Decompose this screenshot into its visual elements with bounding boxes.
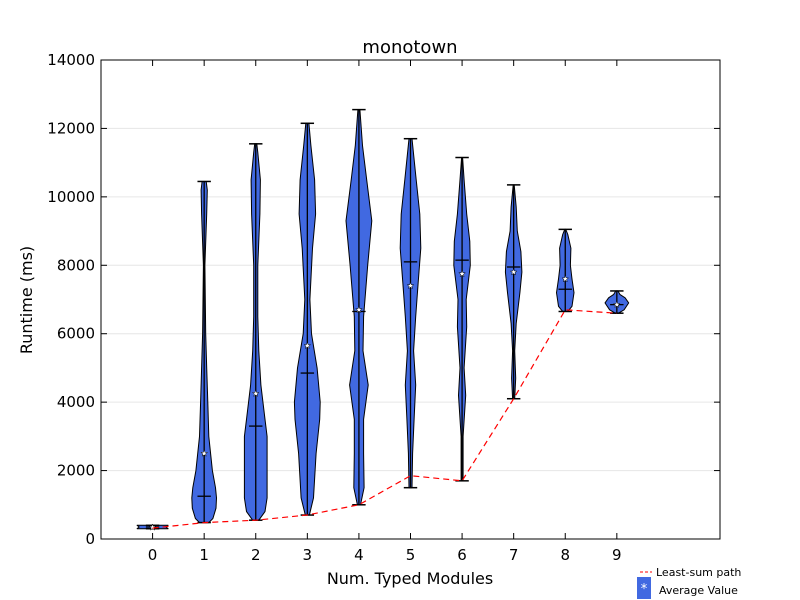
mean-star-marker bbox=[612, 300, 621, 308]
mean-star-marker bbox=[561, 274, 570, 283]
x-tick-label: 4 bbox=[354, 546, 364, 564]
x-tick-label: 9 bbox=[612, 546, 622, 564]
x-tick-label: 8 bbox=[560, 546, 570, 564]
violin-4 bbox=[345, 108, 373, 506]
y-tick-label: 4000 bbox=[57, 393, 95, 411]
legend-star-icon: * bbox=[641, 582, 648, 597]
x-tick-label: 7 bbox=[509, 546, 519, 564]
violins bbox=[136, 108, 630, 531]
violin-7 bbox=[504, 184, 523, 400]
x-axis-label: Num. Typed Modules bbox=[327, 569, 493, 588]
x-tick-label: 3 bbox=[303, 546, 313, 564]
mean-star-marker bbox=[200, 449, 209, 457]
violin-8 bbox=[556, 228, 575, 313]
chart-title: monotown bbox=[362, 37, 457, 58]
violin-3 bbox=[293, 122, 321, 516]
y-axis-label: Runtime (ms) bbox=[17, 246, 36, 354]
violin-1 bbox=[191, 180, 217, 524]
y-tick-label: 6000 bbox=[57, 325, 95, 343]
violin-2 bbox=[243, 143, 268, 521]
x-tick-label: 2 bbox=[251, 546, 261, 564]
y-tick-label: 8000 bbox=[57, 256, 95, 274]
mean-star-marker bbox=[251, 389, 260, 397]
y-tick-label: 0 bbox=[85, 530, 95, 548]
legend-label-least-sum-path: Least-sum path bbox=[656, 566, 741, 579]
mean-star-marker bbox=[148, 523, 157, 531]
mean-star-marker bbox=[303, 341, 312, 350]
legend-average-value-patch bbox=[637, 577, 651, 599]
violin-5 bbox=[399, 137, 422, 489]
x-tick-label: 5 bbox=[406, 546, 416, 564]
x-tick-label: 6 bbox=[457, 546, 467, 564]
mean-star-marker bbox=[354, 305, 363, 314]
mean-star-marker bbox=[509, 267, 518, 276]
x-tick-label: 0 bbox=[148, 546, 158, 564]
y-tick-label: 12000 bbox=[47, 119, 95, 137]
x-tick-label: 1 bbox=[199, 546, 209, 564]
axes: 0 2000 4000 6000 8000 10000 12000 14000 0 1 2 3 4 5 6 7… bbox=[47, 51, 720, 564]
y-tick-label: 14000 bbox=[47, 51, 95, 69]
violin-6 bbox=[453, 156, 471, 482]
y-tick-label: 10000 bbox=[47, 188, 95, 206]
mean-star-marker bbox=[406, 281, 415, 290]
y-tick-label: 2000 bbox=[57, 462, 95, 480]
legend: Least-sum path * Average Value bbox=[637, 566, 741, 599]
legend-label-average-value: Average Value bbox=[659, 584, 738, 597]
mean-star-marker bbox=[458, 269, 467, 278]
violin-9 bbox=[604, 290, 630, 314]
